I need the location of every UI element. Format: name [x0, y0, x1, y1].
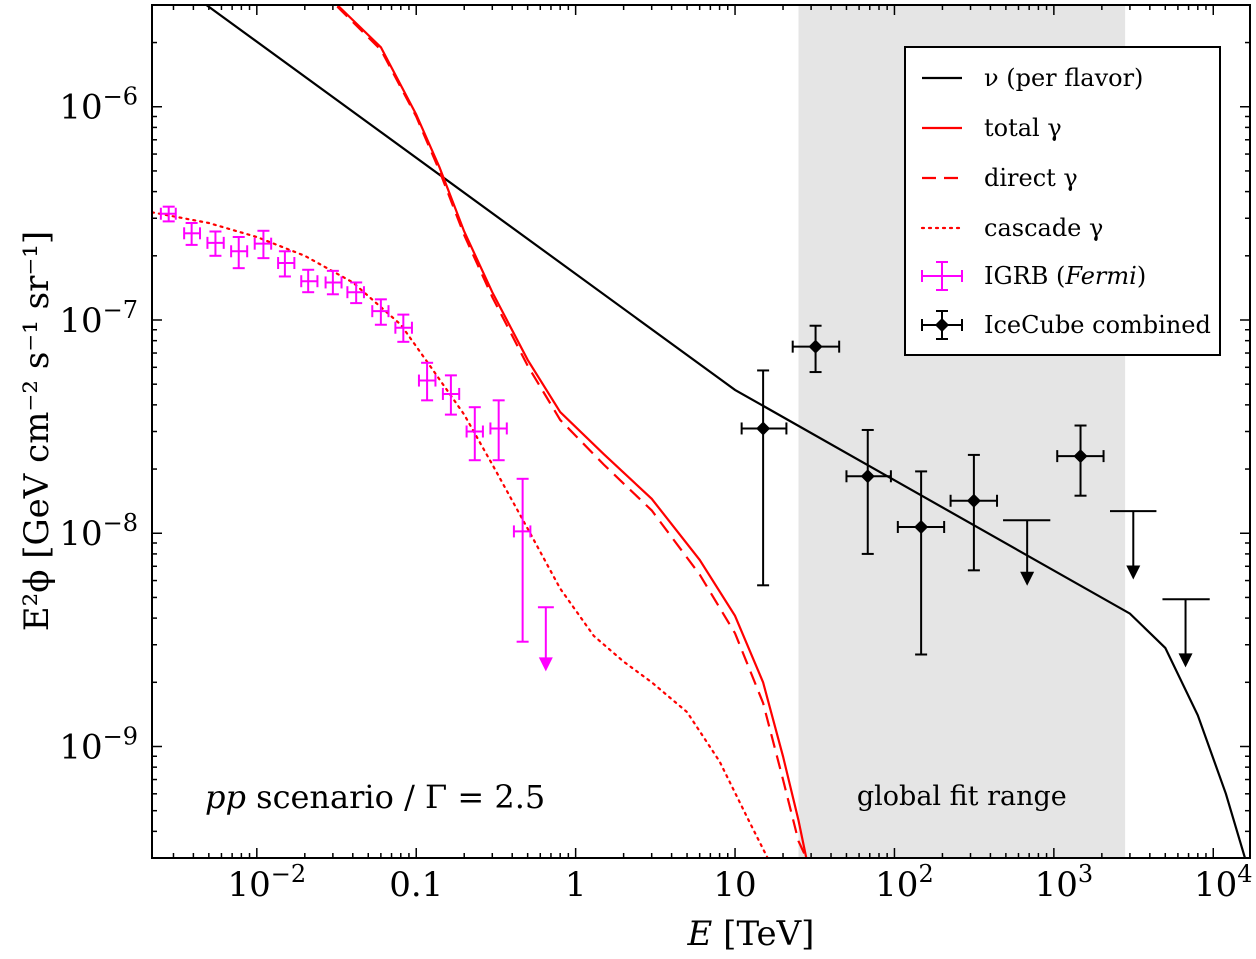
x-tick-label: 10	[713, 865, 756, 905]
legend-entry: IceCube combined	[921, 310, 1211, 340]
igrb-fermi--point	[489, 399, 508, 462]
icecube-combined-point	[791, 324, 841, 374]
series-line--per-flavor-	[204, 5, 1247, 858]
down-arrow-icon	[1020, 571, 1035, 586]
igrb-fermi--point	[277, 250, 296, 278]
icecube-combined-upper-limit	[1162, 598, 1210, 668]
icecube-combined-point	[1056, 424, 1105, 497]
igrb-fermi--point	[300, 268, 319, 294]
series-lines-layer	[152, 5, 1247, 858]
y-tick-label: 10−7	[59, 296, 138, 341]
igrb-fermi--point	[346, 281, 365, 305]
diamond-marker	[1073, 449, 1088, 464]
y-tick-label: 10−9	[59, 722, 138, 767]
diamond-marker	[756, 421, 771, 436]
diamond-marker	[808, 339, 823, 354]
x-tick-label: 0.1	[389, 865, 443, 905]
y-tick-label: 10−8	[59, 509, 138, 554]
legend-label: direct γ	[984, 164, 1078, 192]
igrb-fermi--point	[159, 205, 177, 223]
x-tick-label: 104	[1194, 860, 1253, 905]
legend-label: IGRB (Fermi)	[984, 262, 1146, 290]
igrb-fermi--point	[512, 477, 532, 643]
legend-entry: direct γ	[922, 164, 1078, 192]
igrb-fermi--point	[465, 406, 484, 462]
down-arrow-icon	[1178, 653, 1193, 668]
legend-entry: ν (per flavor)	[922, 64, 1143, 92]
igrb-fermi--point	[371, 298, 390, 326]
x-tick-label: 10−2	[227, 860, 306, 905]
y-axis-title: E²ϕ [GeV cm⁻² s⁻¹ sr⁻¹]	[17, 231, 57, 631]
diamond-marker	[935, 318, 949, 332]
series-line-total-	[336, 5, 808, 858]
legend-label: total γ	[984, 114, 1062, 142]
igrb-fermi--point	[206, 230, 225, 257]
igrb-fermi--point	[417, 361, 437, 402]
axis-labels: 10−2 0.1 1 10 102 103 104 10−6 10−7 10−8 10−9 E [Te…	[17, 83, 1253, 954]
igrb-fermi--point	[394, 313, 413, 343]
diamond-marker	[860, 469, 875, 484]
legend-label: cascade γ	[984, 214, 1103, 242]
annotations: pp scenario / Γ = 2.5 global fit range	[205, 778, 1067, 816]
errorbar-layer	[159, 205, 1210, 672]
legend-label: ν (per flavor)	[984, 64, 1143, 92]
axis-ticks	[152, 4, 1250, 859]
igrb-fermi--point	[441, 374, 461, 416]
legend-box	[904, 46, 1221, 356]
igrb-fermi--point	[230, 236, 249, 270]
icecube-combined-point	[845, 428, 892, 555]
legend-entry: cascade γ	[920, 214, 1103, 242]
series-line-direct-	[336, 5, 808, 858]
legend: ν (per flavor) total γ direct γ cascade γ IG…	[904, 46, 1221, 356]
icecube-combined-upper-limit	[1109, 510, 1157, 580]
igrb-fermi--point	[253, 229, 273, 260]
legend-entry: IGRB (Fermi)	[921, 261, 1146, 291]
igrb-fermi--point	[183, 222, 201, 246]
diamond-marker	[966, 493, 981, 508]
igrb-fermi--point	[324, 269, 343, 296]
icecube-combined-point	[949, 453, 999, 572]
down-arrow-icon	[538, 657, 553, 672]
legend-label: IceCube combined	[984, 311, 1211, 339]
icecube-combined-point	[896, 470, 946, 656]
down-arrow-icon	[1126, 565, 1141, 580]
y-tick-label: 10−6	[59, 83, 138, 128]
x-axis-title: E [TeV]	[687, 914, 815, 954]
legend-entry: total γ	[922, 114, 1062, 142]
series-line-cascade-	[152, 211, 769, 858]
igrb-fermi--upper-limit	[537, 606, 554, 672]
scenario-annotation: pp scenario / Γ = 2.5	[205, 778, 545, 816]
icecube-combined-upper-limit	[1003, 519, 1051, 586]
x-tick-label: 103	[1035, 860, 1094, 905]
x-tick-label: 102	[875, 860, 934, 905]
diamond-marker	[914, 519, 929, 534]
icecube-combined-point	[740, 369, 788, 587]
global-fit-range-label: global fit range	[857, 781, 1067, 812]
x-tick-label: 1	[565, 865, 587, 905]
